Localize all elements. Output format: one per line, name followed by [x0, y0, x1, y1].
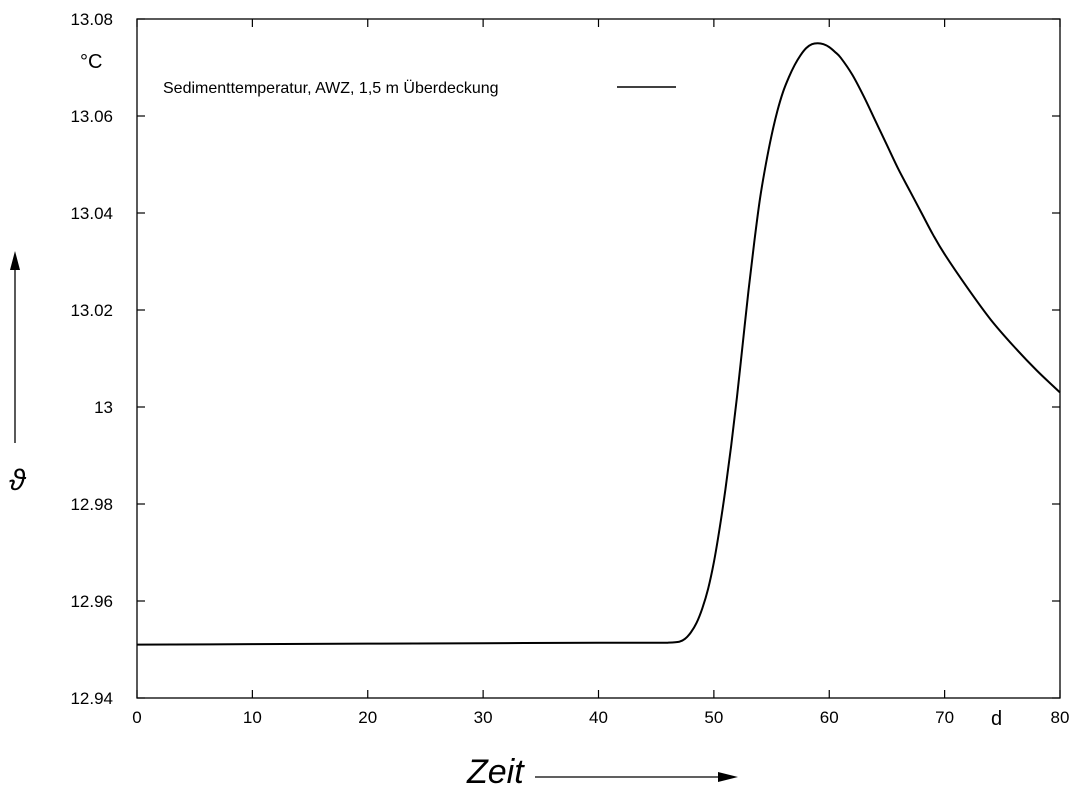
plot-frame — [136, 18, 1061, 699]
y-tick-label: 12.94 — [70, 689, 113, 708]
x-tick-labels: 0 10 20 30 40 50 60 70 80 — [132, 708, 1069, 727]
x-tick-label: 10 — [243, 708, 262, 727]
y-axis-arrow — [10, 251, 20, 443]
y-tick-label: 13.02 — [70, 301, 113, 320]
x-tick-label: 0 — [132, 708, 141, 727]
y-tick-label: 12.98 — [70, 495, 113, 514]
legend-label: Sedimenttemperatur, AWZ, 1,5 m Überdecku… — [163, 79, 499, 97]
y-tick-labels: 12.94 12.96 12.98 13 13.02 13.04 13.06 13.08 — [70, 10, 113, 708]
x-tick-label: 70 — [935, 708, 954, 727]
x-tick-label: 30 — [474, 708, 493, 727]
x-tick-label: 40 — [589, 708, 608, 727]
x-axis-arrow — [535, 772, 738, 782]
x-tick-label: 80 — [1051, 708, 1070, 727]
x-tick-label: 20 — [358, 708, 377, 727]
y-tick-label: 13.06 — [70, 107, 113, 126]
x-tick-label: 60 — [820, 708, 839, 727]
y-tick-label: 12.96 — [70, 592, 113, 611]
y-tick-label: 13.04 — [70, 204, 113, 223]
x-axis-title: Zeit — [466, 753, 525, 789]
x-unit-label: d — [991, 708, 1002, 730]
y-tick-label: 13 — [94, 398, 113, 417]
y-unit-label: °C — [80, 51, 102, 73]
x-tick-label: 50 — [704, 708, 723, 727]
series-line — [136, 42, 1061, 646]
y-tick-label: 13.08 — [70, 10, 113, 29]
tick-marks — [136, 18, 1061, 699]
y-axis-symbol: ϑ — [9, 464, 27, 497]
